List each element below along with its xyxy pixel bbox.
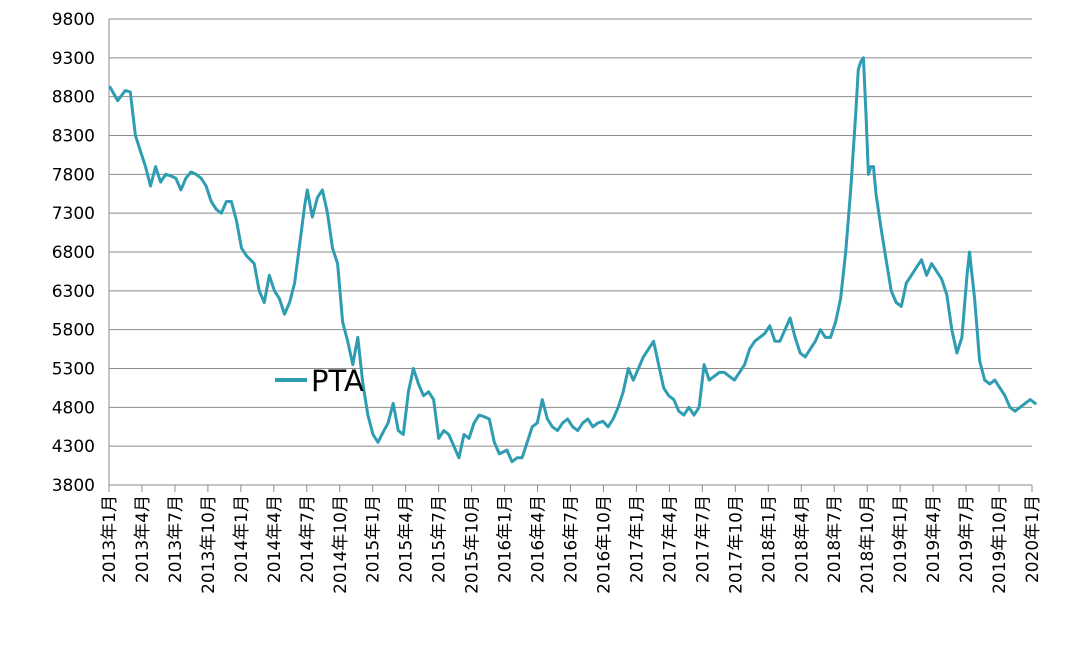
- legend-label-pta: PTA: [311, 364, 364, 398]
- x-tick-label: 2018年4月: [792, 495, 812, 583]
- y-tick-label: 6800: [52, 243, 95, 263]
- x-tick-label: 2018年10月: [858, 495, 878, 594]
- x-tick-label: 2017年4月: [660, 495, 680, 583]
- y-tick-label: 8800: [52, 88, 95, 108]
- x-tick-label: 2014年10月: [331, 495, 351, 594]
- x-tick-label: 2014年4月: [265, 495, 285, 583]
- x-tick-label: 2017年10月: [726, 495, 746, 594]
- x-tick-label: 2014年1月: [232, 495, 252, 583]
- x-tick-label: 2013年10月: [199, 495, 219, 594]
- gridlines: [109, 18, 1032, 486]
- y-tick-label: 4800: [52, 398, 95, 418]
- x-tick-label: 2019年10月: [990, 495, 1010, 594]
- x-tick-label: 2015年7月: [430, 495, 450, 583]
- x-tick-label: 2016年1月: [496, 495, 516, 583]
- y-tick-label: 9300: [52, 49, 95, 69]
- x-tick-label: 2015年1月: [364, 495, 384, 583]
- x-tick-label: 2015年10月: [463, 495, 483, 594]
- y-tick-label: 4300: [52, 437, 95, 457]
- x-tick-label: 2016年7月: [562, 495, 582, 583]
- x-tick-label: 2016年4月: [529, 495, 549, 583]
- y-tick-label: 3800: [52, 476, 95, 496]
- legend: PTA: [275, 364, 364, 398]
- x-tick-label: 2017年1月: [627, 495, 647, 583]
- x-tick-label: 2017年7月: [693, 495, 713, 583]
- y-tick-label: 7800: [52, 165, 95, 185]
- x-tick-label: 2016年10月: [594, 495, 614, 594]
- x-tick-label: 2013年1月: [100, 495, 120, 583]
- y-axis-tick-labels: 3800 4300 4800 5300 5800 6300 6800 7300 7800 8300…: [52, 10, 95, 496]
- x-tick-label: 2014年7月: [298, 495, 318, 583]
- x-axis-tick-labels: 2013年1月 2013年4月 2013年7月 2013年10月 2014年1月 2014…: [100, 485, 1043, 594]
- y-tick-label: 8300: [52, 127, 95, 147]
- y-tick-label: 5800: [52, 321, 95, 341]
- x-tick-label: 2013年4月: [133, 495, 153, 583]
- series-line-pta: [108, 56, 1037, 464]
- x-tick-label: 2018年7月: [825, 495, 845, 583]
- y-tick-label: 7300: [52, 204, 95, 224]
- x-tick-label: 2019年1月: [891, 495, 911, 583]
- x-tick-label: 2020年1月: [1023, 495, 1043, 583]
- y-tick-label: 9800: [52, 10, 95, 30]
- x-tick-label: 2018年1月: [759, 495, 779, 583]
- x-tick-label: 2019年7月: [957, 495, 977, 583]
- x-tick-label: 2013年7月: [166, 495, 186, 583]
- x-tick-label: 2019年4月: [924, 495, 944, 583]
- series-group: [108, 56, 1037, 464]
- y-tick-label: 6300: [52, 282, 95, 302]
- x-tick-label: 2015年4月: [397, 495, 417, 583]
- y-tick-label: 5300: [52, 360, 95, 380]
